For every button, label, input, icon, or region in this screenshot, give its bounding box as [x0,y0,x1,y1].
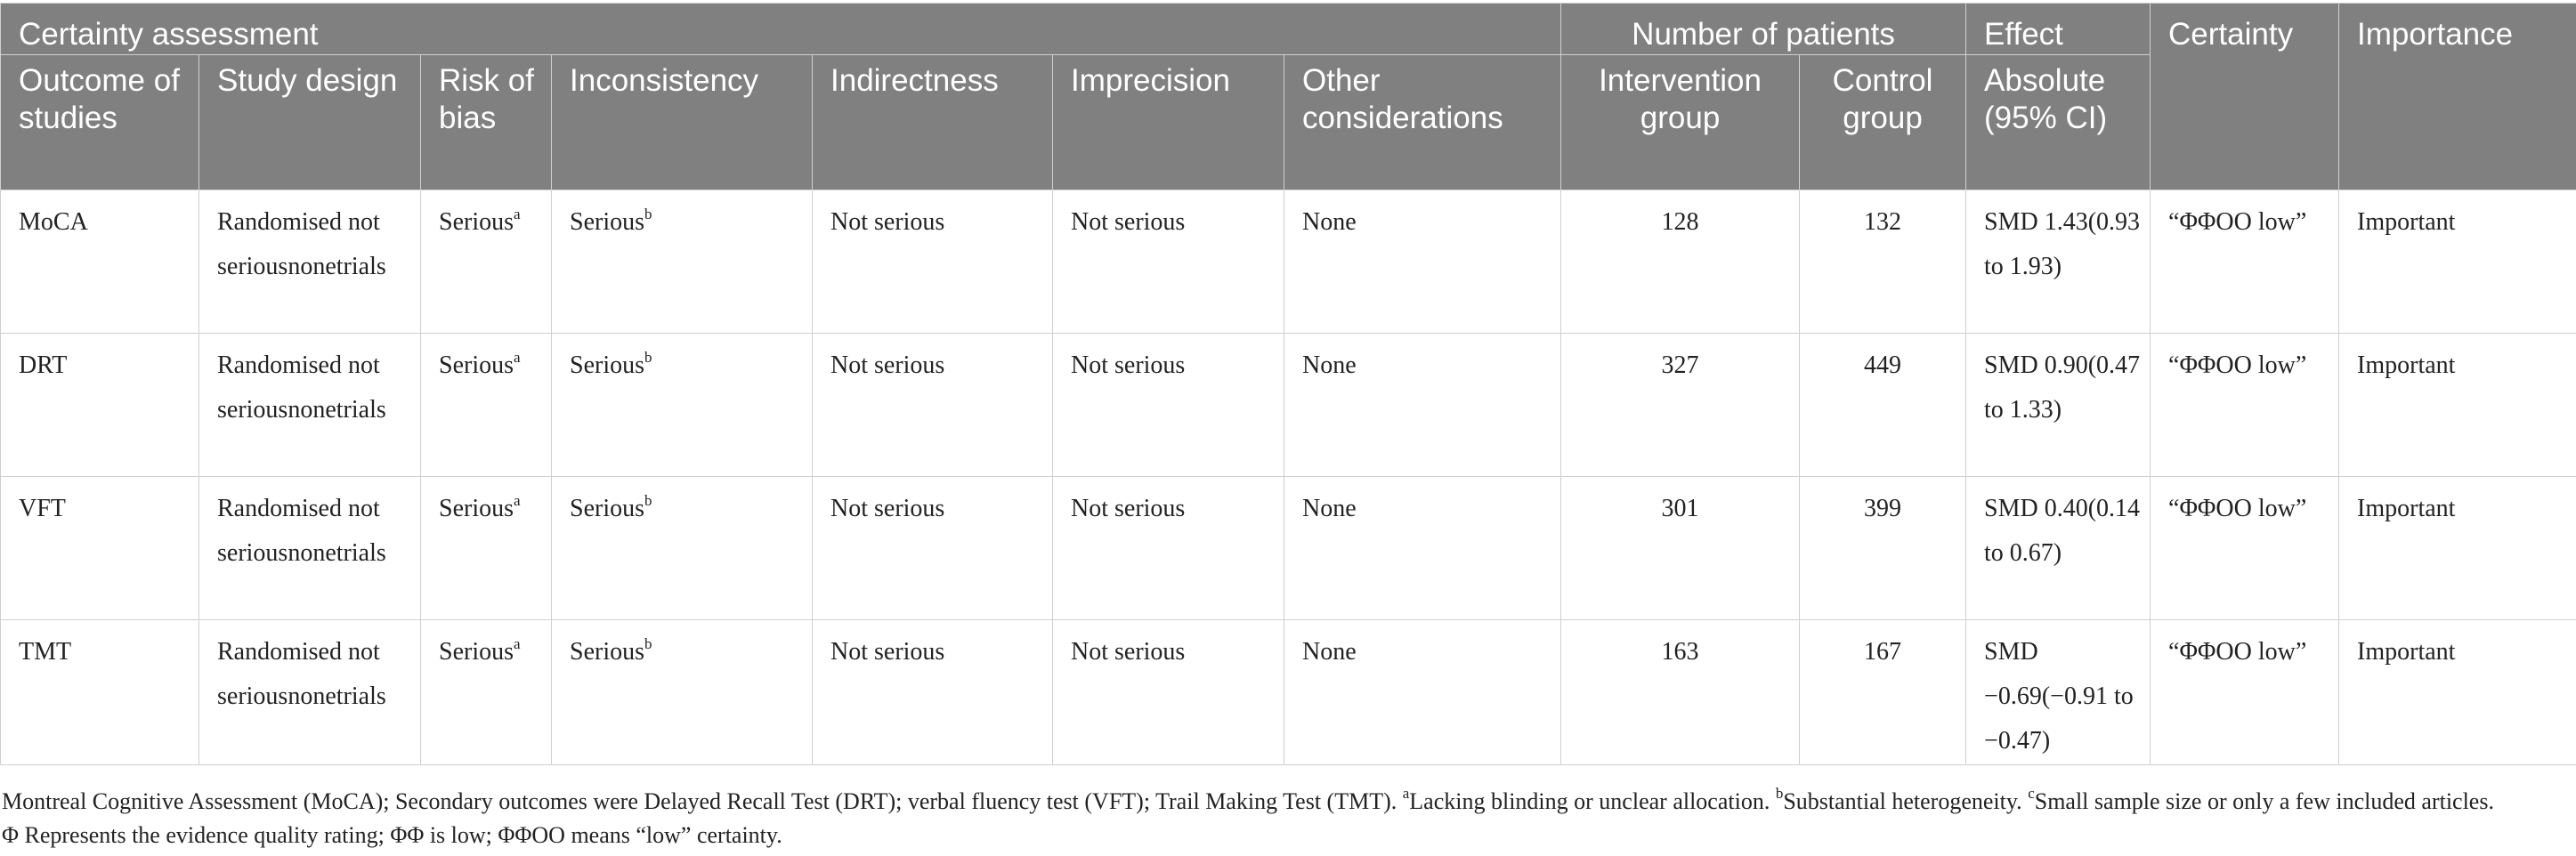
footnote-marker-a: a [514,491,521,509]
header-importance: Importance [2338,3,2576,190]
cell-intervention-count: 301 [1560,476,1801,620]
table-row: VFT Randomised not seriousnonetrials Ser… [0,476,2576,620]
risk-value: Serious [439,351,514,379]
header-other-considerations: Other considerations [1283,54,1562,190]
table-row: MoCA Randomised not seriousnonetrials Se… [0,190,2576,334]
cell-importance: Important [2338,476,2576,620]
header-outcome: Outcome of studies [0,54,199,190]
cell-intervention-count: 128 [1560,190,1801,334]
cell-certainty: “ΦΦOO low” [2150,333,2340,477]
cell-importance: Important [2338,333,2576,477]
header-intervention-group: Intervention group [1560,54,1801,190]
header-imprecision: Imprecision [1052,54,1284,190]
cell-control-count: 167 [1799,619,1967,765]
cell-certainty: “ΦΦOO low” [2150,476,2340,620]
table-row: TMT Randomised not seriousnonetrials Ser… [0,619,2576,765]
cell-certainty: “ΦΦOO low” [2150,619,2340,765]
header-risk-of-bias: Risk of bias [420,54,552,190]
cell-risk-of-bias: Seriousa [420,619,552,765]
footnote-marker-b: b [644,348,652,366]
header-effect: Effect [1965,3,2151,55]
cell-study-design: Randomised not seriousnonetrials [198,476,421,620]
footnote-marker-b: b [644,205,652,222]
cell-risk-of-bias: Seriousa [420,476,552,620]
cell-control-count: 132 [1799,190,1967,334]
footnote-line-1: Montreal Cognitive Assessment (MoCA); Se… [2,785,2565,819]
cell-outcome: MoCA [0,190,199,334]
footnote-marker-b: b [644,491,652,509]
header-certainty-assessment: Certainty assessment [0,3,1562,55]
footnote-line-2: Φ Represents the evidence quality rating… [2,822,782,848]
cell-imprecision: Not serious [1052,333,1284,477]
footnote-marker-a: a [514,634,521,652]
footnote-note-c: Small sample size or only a few included… [2034,788,2494,814]
cell-study-design: Randomised not seriousnonetrials [198,333,421,477]
cell-study-design: Randomised not seriousnonetrials [198,619,421,765]
cell-outcome: VFT [0,476,199,620]
header-indirectness: Indirectness [812,54,1053,190]
cell-indirectness: Not serious [812,333,1053,477]
header-absolute-effect: Absolute (95% CI) [1965,54,2151,190]
risk-value: Serious [439,495,514,522]
cell-absolute-effect: SMD 1.43(0.93 to 1.93) [1965,190,2151,334]
cell-imprecision: Not serious [1052,619,1284,765]
footnote-abbreviations: Montreal Cognitive Assessment (MoCA); Se… [2,788,1403,814]
cell-outcome: TMT [0,619,199,765]
cell-absolute-effect: SMD −0.69(−0.91 to −0.47) [1965,619,2151,765]
header-inconsistency: Inconsistency [551,54,813,190]
cell-inconsistency: Seriousb [551,619,813,765]
cell-indirectness: Not serious [812,619,1053,765]
cell-imprecision: Not serious [1052,190,1284,334]
cell-indirectness: Not serious [812,476,1053,620]
cell-inconsistency: Seriousb [551,476,813,620]
footnote-marker-b: b [1775,785,1784,803]
cell-control-count: 399 [1799,476,1967,620]
table-footnote: Montreal Cognitive Assessment (MoCA); Se… [2,785,2565,852]
cell-risk-of-bias: Seriousa [420,190,552,334]
cell-importance: Important [2338,190,2576,334]
inconsistency-value: Serious [570,351,644,379]
footnote-marker-a: a [1402,785,1410,803]
risk-value: Serious [439,638,514,666]
cell-importance: Important [2338,619,2576,765]
cell-intervention-count: 327 [1560,333,1801,477]
cell-study-design: Randomised not seriousnonetrials [198,190,421,334]
cell-intervention-count: 163 [1560,619,1801,765]
table-row: DRT Randomised not seriousnonetrials Ser… [0,333,2576,477]
cell-other-considerations: None [1283,619,1562,765]
footnote-marker-a: a [514,205,521,222]
risk-value: Serious [439,208,514,236]
cell-other-considerations: None [1283,333,1562,477]
cell-certainty: “ΦΦOO low” [2150,190,2340,334]
header-study-design: Study design [198,54,421,190]
cell-control-count: 449 [1799,333,1967,477]
footnote-note-b: Substantial heterogeneity. [1783,788,2029,814]
footnote-marker-b: b [644,634,652,652]
footnote-marker-a: a [514,348,521,366]
cell-imprecision: Not serious [1052,476,1284,620]
header-control-group: Control group [1799,54,1967,190]
cell-absolute-effect: SMD 0.40(0.14 to 0.67) [1965,476,2151,620]
cell-other-considerations: None [1283,476,1562,620]
cell-inconsistency: Seriousb [551,190,813,334]
footnote-note-a: Lacking blinding or unclear allocation. [1409,788,1776,814]
cell-indirectness: Not serious [812,190,1053,334]
cell-outcome: DRT [0,333,199,477]
footnote-marker-c: c [2028,785,2035,803]
cell-other-considerations: None [1283,190,1562,334]
inconsistency-value: Serious [570,638,644,666]
grade-evidence-table: Certainty assessment Number of patients … [0,3,2576,765]
inconsistency-value: Serious [570,208,644,236]
cell-absolute-effect: SMD 0.90(0.47 to 1.33) [1965,333,2151,477]
cell-inconsistency: Seriousb [551,333,813,477]
header-number-of-patients: Number of patients [1560,3,1967,55]
header-certainty: Certainty [2150,3,2340,190]
inconsistency-value: Serious [570,495,644,522]
cell-risk-of-bias: Seriousa [420,333,552,477]
